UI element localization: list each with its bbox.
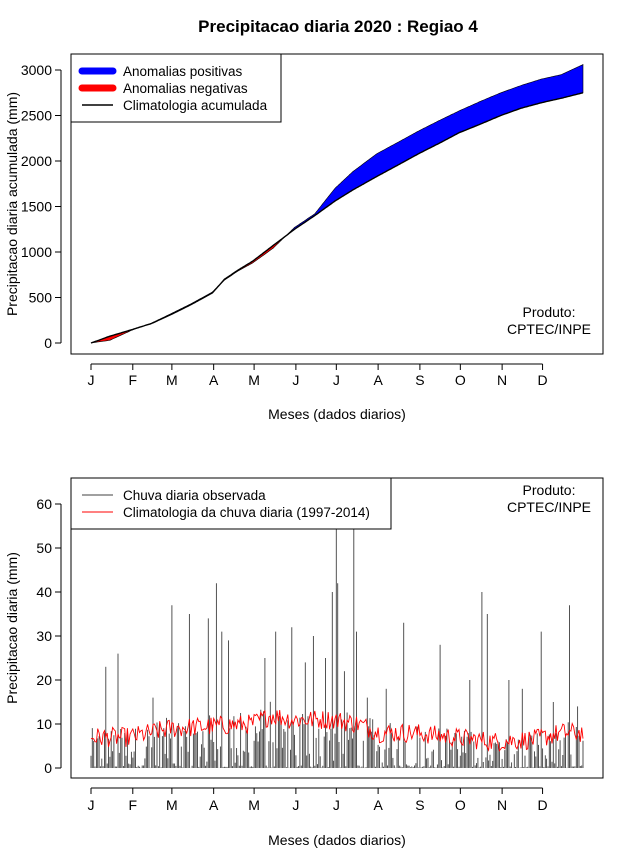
top-x-tick-label-8: S [415, 372, 424, 388]
bottom-annotation-line1: Produto: [523, 482, 576, 498]
bottom-y-tick-label-40: 40 [36, 584, 52, 600]
bottom-x-tick-label-7: A [373, 797, 383, 813]
top-y-tick-label-0: 0 [44, 335, 52, 351]
bottom-legend: Chuva diaria observada Climatologia da c… [70, 477, 392, 530]
top-legend: Anomalias positivas Anomalias negativas … [70, 53, 282, 123]
top-y-tick-label-1000: 1000 [21, 244, 52, 260]
top-anomaly-areas [90, 63, 584, 344]
top-x-tick-label-2: M [166, 372, 178, 388]
top-x-tick-label-0: J [88, 372, 95, 388]
top-y-tick-label-500: 500 [29, 290, 53, 306]
legend-daily-climatology-label: Climatologia da chuva diaria (1997-2014) [123, 505, 370, 520]
top-y-axis-label: Precipitacao diaria acumulada (mm) [4, 92, 20, 316]
top-x-tick-label-10: N [497, 372, 507, 388]
bottom-x-tick-label-5: J [292, 797, 299, 813]
top-y-tick-label-3000: 3000 [21, 62, 52, 78]
bottom-annotation-line2: CPTEC/INPE [507, 499, 591, 515]
top-y-tick-label-1500: 1500 [21, 199, 52, 215]
top-annotation-line2: CPTEC/INPE [507, 321, 591, 337]
positive-anomaly-area-4 [284, 63, 584, 238]
bottom-x-tick-label-1: F [129, 797, 138, 813]
bottom-y-axis-label: Precipitacao diaria (mm) [4, 552, 20, 704]
bottom-x-axis-label: Meses (dados diarios) [268, 832, 406, 848]
bottom-y-tick-label-30: 30 [36, 628, 52, 644]
top-annotation-line1: Produto: [523, 304, 576, 320]
bottom-x-tick-label-8: S [415, 797, 424, 813]
legend-observed-label: Chuva diaria observada [123, 488, 266, 503]
bottom-y-tick-label-50: 50 [36, 540, 52, 556]
top-x-tick-label-11: D [537, 372, 547, 388]
top-x-tick-label-9: O [455, 372, 466, 388]
top-x-tick-label-3: A [209, 372, 219, 388]
bottom-y-tick-label-10: 10 [36, 716, 52, 732]
top-y-tick-label-2000: 2000 [21, 153, 52, 169]
bottom-x-tick-label-0: J [88, 797, 95, 813]
chart-title: Precipitacao diaria 2020 : Regiao 4 [198, 17, 478, 36]
bottom-y-tick-label-20: 20 [36, 672, 52, 688]
top-x-axis-label: Meses (dados diarios) [268, 406, 406, 422]
top-x-tick-label-7: A [373, 372, 383, 388]
positive-anomaly-area-2 [140, 286, 218, 328]
top-x-tick-label-5: J [292, 372, 299, 388]
bottom-x-tick-label-10: N [497, 797, 507, 813]
climatology-accumulated-line [90, 92, 584, 344]
bottom-daily-bars [90, 526, 584, 768]
bottom-x-tick-label-9: O [455, 797, 466, 813]
top-x-tick-label-6: J [333, 372, 340, 388]
bottom-x-tick-label-4: M [248, 797, 260, 813]
top-y-axis: 0 500 1000 1500 2000 2500 3000 [21, 62, 62, 351]
legend-positive-label: Anomalias positivas [123, 64, 243, 79]
bottom-legend-box [70, 477, 392, 530]
legend-climatology-label: Climatologia acumulada [123, 98, 268, 113]
bottom-y-tick-label-0: 0 [44, 760, 52, 776]
legend-negative-label: Anomalias negativas [123, 81, 248, 96]
top-plot-frame [70, 53, 604, 355]
top-x-tick-label-4: M [248, 372, 260, 388]
bottom-climatology-line [90, 710, 584, 752]
bottom-x-tick-label-2: M [166, 797, 178, 813]
bottom-x-tick-label-6: J [333, 797, 340, 813]
bottom-y-axis: 0 10 20 30 40 50 60 [36, 496, 62, 776]
bottom-x-tick-label-11: D [537, 797, 547, 813]
bottom-y-tick-label-60: 60 [36, 496, 52, 512]
bottom-x-tick-label-3: A [209, 797, 219, 813]
top-y-tick-label-2500: 2500 [21, 108, 52, 124]
top-x-tick-label-1: F [129, 372, 138, 388]
